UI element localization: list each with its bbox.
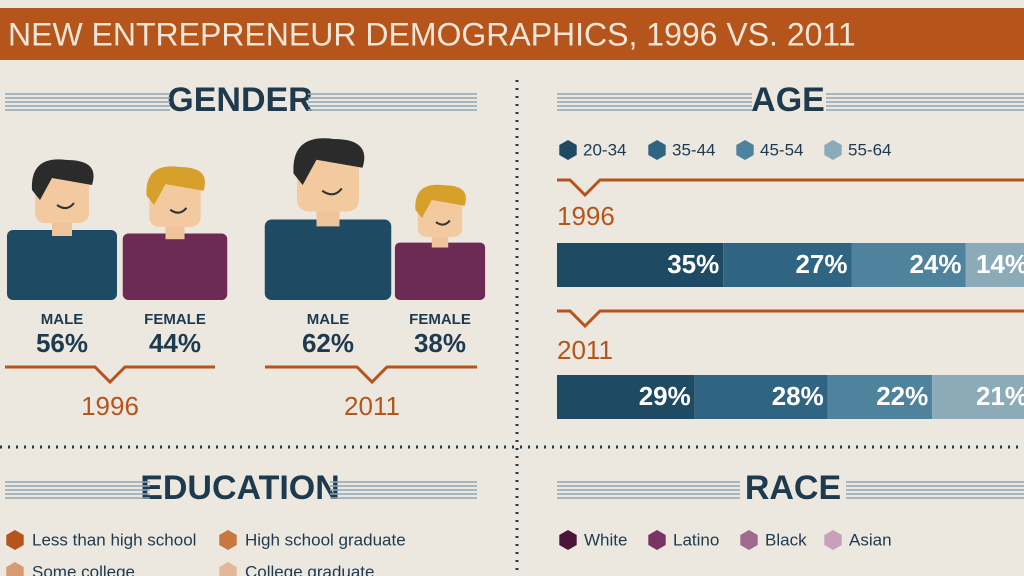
value-label: 35% xyxy=(667,249,719,279)
year-label: 1996 xyxy=(81,391,139,421)
legend-label: 35-44 xyxy=(672,140,715,159)
value-label: 27% xyxy=(795,249,847,279)
category-label: 1996 xyxy=(557,201,615,231)
value-label: 14% xyxy=(976,249,1024,279)
bar-segment xyxy=(723,243,852,287)
page-title: NEW ENTREPRENEUR DEMOGRAPHICS, 1996 VS. … xyxy=(8,16,856,52)
figure-body xyxy=(122,233,228,300)
gender-label: MALE xyxy=(307,311,350,328)
gender-value: 44% xyxy=(149,328,201,358)
year-label: 2011 xyxy=(344,391,400,421)
legend-marker xyxy=(219,562,237,576)
legend-marker xyxy=(824,530,842,550)
bar-segment xyxy=(694,375,828,419)
value-label: 21% xyxy=(976,381,1024,411)
bar-segment xyxy=(965,243,1024,287)
section-heading: EDUCATION xyxy=(140,469,340,507)
bar-segment xyxy=(827,375,933,419)
gender-value: 56% xyxy=(36,328,88,358)
legend-label: 20-34 xyxy=(583,140,626,159)
value-label: 24% xyxy=(909,249,961,279)
chevron xyxy=(265,365,477,385)
legend-marker xyxy=(740,530,758,550)
category-label: 2011 xyxy=(557,335,613,365)
chevron xyxy=(5,365,215,385)
gender-value: 38% xyxy=(414,328,466,358)
legend-marker xyxy=(559,530,577,550)
bar-segment xyxy=(851,243,966,287)
legend-marker xyxy=(559,140,577,160)
legend-marker xyxy=(6,530,24,550)
header-bar xyxy=(0,8,1024,60)
legend-label: High school graduate xyxy=(245,530,406,549)
legend-label: 45-54 xyxy=(760,140,803,159)
legend-label: Black xyxy=(765,530,807,549)
gender-label: FEMALE xyxy=(409,311,471,328)
legend-label: 55-64 xyxy=(848,140,891,159)
value-label: 28% xyxy=(772,381,824,411)
figure-hair xyxy=(146,166,205,205)
legend-label: White xyxy=(584,530,627,549)
figure-smile xyxy=(169,207,188,214)
figure-smile xyxy=(56,202,75,209)
legend-marker xyxy=(736,140,754,160)
gender-label: FEMALE xyxy=(144,311,206,328)
section-heading: AGE xyxy=(751,81,825,119)
figure-smile xyxy=(435,219,451,226)
section-heading: GENDER xyxy=(167,81,312,119)
gender-value: 62% xyxy=(302,328,354,358)
figure-body xyxy=(394,242,486,300)
legend-label: Less than high school xyxy=(32,530,196,549)
value-label: 22% xyxy=(876,381,928,411)
figure-body xyxy=(264,219,392,300)
figure-body xyxy=(7,230,117,300)
figure-hair xyxy=(293,138,365,185)
legend-label: Latino xyxy=(673,530,719,549)
gender-label: MALE xyxy=(41,311,84,328)
bar-segment xyxy=(557,375,695,419)
chevron xyxy=(557,178,1024,198)
legend-marker xyxy=(219,530,237,550)
legend-marker xyxy=(648,140,666,160)
legend-label: Some college xyxy=(32,562,135,576)
bar-segment xyxy=(557,243,724,287)
value-label: 29% xyxy=(639,381,691,411)
figure-hair xyxy=(415,184,466,218)
legend-marker xyxy=(824,140,842,160)
figure-hair xyxy=(31,159,94,200)
legend-label: College graduate xyxy=(245,562,374,576)
section-heading: RACE xyxy=(745,469,841,507)
legend-label: Asian xyxy=(849,530,892,549)
legend-marker xyxy=(648,530,666,550)
figure-smile xyxy=(321,187,343,196)
legend-marker xyxy=(6,562,24,576)
chevron xyxy=(557,309,1024,329)
bar-segment xyxy=(932,375,1024,419)
